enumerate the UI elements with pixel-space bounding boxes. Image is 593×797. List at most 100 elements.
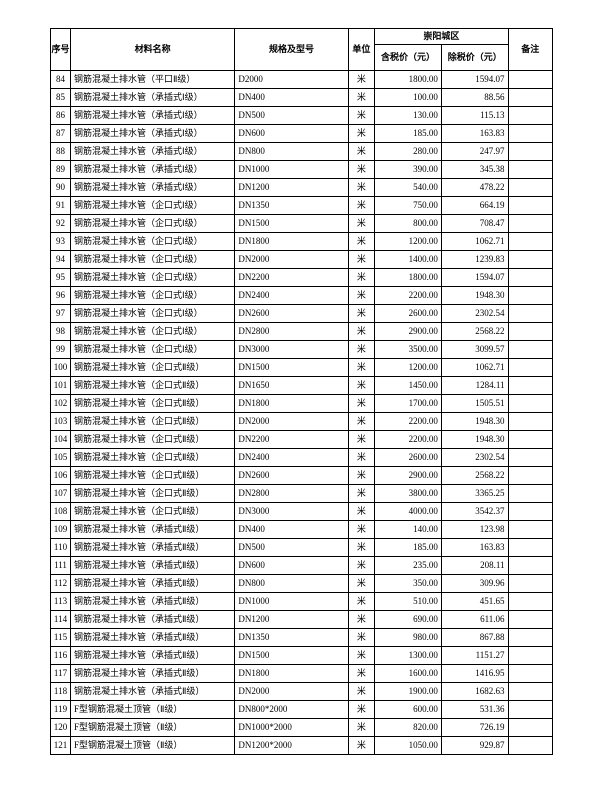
cell-note: [508, 719, 552, 737]
cell-name: 钢筋混凝土排水管（承插式Ⅰ级）: [70, 107, 234, 125]
cell-price-notax: 929.87: [441, 737, 508, 755]
cell-name: 钢筋混凝土排水管（企口式Ⅱ级）: [70, 377, 234, 395]
cell-name: 钢筋混凝土排水管（承插式Ⅰ级）: [70, 179, 234, 197]
cell-name: 钢筋混凝土排水管（承插式Ⅱ级）: [70, 521, 234, 539]
cell-seq: 108: [51, 503, 71, 521]
cell-spec: DN1000: [235, 593, 348, 611]
cell-name: 钢筋混凝土排水管（承插式Ⅱ级）: [70, 683, 234, 701]
cell-seq: 89: [51, 161, 71, 179]
cell-unit: 米: [348, 215, 375, 233]
cell-unit: 米: [348, 359, 375, 377]
cell-seq: 114: [51, 611, 71, 629]
cell-seq: 118: [51, 683, 71, 701]
cell-price-tax: 1200.00: [375, 359, 442, 377]
cell-note: [508, 449, 552, 467]
cell-price-tax: 1800.00: [375, 269, 442, 287]
cell-name: 钢筋混凝土排水管（承插式Ⅱ级）: [70, 629, 234, 647]
cell-seq: 119: [51, 701, 71, 719]
cell-price-notax: 451.65: [441, 593, 508, 611]
cell-note: [508, 341, 552, 359]
cell-spec: DN1000: [235, 161, 348, 179]
cell-seq: 106: [51, 467, 71, 485]
cell-seq: 120: [51, 719, 71, 737]
cell-unit: 米: [348, 647, 375, 665]
cell-unit: 米: [348, 683, 375, 701]
cell-price-notax: 2568.22: [441, 323, 508, 341]
cell-unit: 米: [348, 89, 375, 107]
cell-spec: DN1350: [235, 197, 348, 215]
cell-name: 钢筋混凝土排水管（企口式Ⅰ级）: [70, 287, 234, 305]
cell-seq: 104: [51, 431, 71, 449]
cell-name: 钢筋混凝土排水管（企口式Ⅱ级）: [70, 503, 234, 521]
cell-price-notax: 478.22: [441, 179, 508, 197]
cell-price-notax: 1151.27: [441, 647, 508, 665]
table-row: 85钢筋混凝土排水管（承插式Ⅰ级）DN400米100.0088.56: [51, 89, 553, 107]
table-row: 105钢筋混凝土排水管（企口式Ⅱ级）DN2400米2600.002302.54: [51, 449, 553, 467]
table-row: 96钢筋混凝土排水管（企口式Ⅰ级）DN2400米2200.001948.30: [51, 287, 553, 305]
table-row: 93钢筋混凝土排水管（企口式Ⅰ级）DN1800米1200.001062.71: [51, 233, 553, 251]
cell-note: [508, 503, 552, 521]
cell-price-notax: 247.97: [441, 143, 508, 161]
cell-price-notax: 1948.30: [441, 431, 508, 449]
cell-price-tax: 235.00: [375, 557, 442, 575]
cell-seq: 112: [51, 575, 71, 593]
table-row: 113钢筋混凝土排水管（承插式Ⅱ级）DN1000米510.00451.65: [51, 593, 553, 611]
cell-unit: 米: [348, 341, 375, 359]
cell-price-notax: 1505.51: [441, 395, 508, 413]
cell-seq: 86: [51, 107, 71, 125]
cell-note: [508, 629, 552, 647]
cell-price-tax: 690.00: [375, 611, 442, 629]
cell-note: [508, 143, 552, 161]
cell-note: [508, 323, 552, 341]
cell-price-notax: 726.19: [441, 719, 508, 737]
cell-unit: 米: [348, 305, 375, 323]
cell-name: 钢筋混凝土排水管（企口式Ⅰ级）: [70, 323, 234, 341]
cell-note: [508, 161, 552, 179]
cell-seq: 90: [51, 179, 71, 197]
cell-price-notax: 531.36: [441, 701, 508, 719]
th-unit: 单位: [348, 29, 375, 71]
cell-unit: 米: [348, 485, 375, 503]
cell-price-notax: 1948.30: [441, 413, 508, 431]
cell-name: 钢筋混凝土排水管（承插式Ⅱ级）: [70, 647, 234, 665]
cell-price-notax: 163.83: [441, 539, 508, 557]
cell-unit: 米: [348, 449, 375, 467]
cell-unit: 米: [348, 557, 375, 575]
table-row: 120F型钢筋混凝土顶管（Ⅱ级）DN1000*2000米820.00726.19: [51, 719, 553, 737]
cell-spec: DN1350: [235, 629, 348, 647]
cell-name: 钢筋混凝土排水管（承插式Ⅱ级）: [70, 665, 234, 683]
table-row: 104钢筋混凝土排水管（企口式Ⅱ级）DN2200米2200.001948.30: [51, 431, 553, 449]
cell-unit: 米: [348, 575, 375, 593]
cell-spec: DN500: [235, 539, 348, 557]
cell-unit: 米: [348, 737, 375, 755]
cell-name: 钢筋混凝土排水管（企口式Ⅱ级）: [70, 449, 234, 467]
cell-note: [508, 647, 552, 665]
cell-price-tax: 980.00: [375, 629, 442, 647]
table-row: 87钢筋混凝土排水管（承插式Ⅰ级）DN600米185.00163.83: [51, 125, 553, 143]
cell-name: 钢筋混凝土排水管（企口式Ⅰ级）: [70, 341, 234, 359]
cell-price-notax: 309.96: [441, 575, 508, 593]
cell-price-tax: 185.00: [375, 125, 442, 143]
cell-name: 钢筋混凝土排水管（企口式Ⅰ级）: [70, 269, 234, 287]
cell-spec: DN800: [235, 143, 348, 161]
cell-unit: 米: [348, 431, 375, 449]
cell-spec: DN2600: [235, 467, 348, 485]
cell-note: [508, 431, 552, 449]
table-row: 91钢筋混凝土排水管（企口式Ⅰ级）DN1350米750.00664.19: [51, 197, 553, 215]
table-header: 序号 材料名称 规格及型号 单位 崇阳城区 备注 含税价（元） 除税价（元）: [51, 29, 553, 71]
cell-note: [508, 197, 552, 215]
th-seq: 序号: [51, 29, 71, 71]
cell-price-tax: 1300.00: [375, 647, 442, 665]
cell-price-notax: 1062.71: [441, 233, 508, 251]
table-row: 103钢筋混凝土排水管（企口式Ⅱ级）DN2000米2200.001948.30: [51, 413, 553, 431]
cell-name: 钢筋混凝土排水管（企口式Ⅰ级）: [70, 215, 234, 233]
cell-name: 钢筋混凝土排水管（企口式Ⅱ级）: [70, 359, 234, 377]
cell-price-notax: 88.56: [441, 89, 508, 107]
cell-price-tax: 2200.00: [375, 287, 442, 305]
cell-price-notax: 867.88: [441, 629, 508, 647]
cell-price-tax: 100.00: [375, 89, 442, 107]
cell-name: F型钢筋混凝土顶管（Ⅱ级）: [70, 737, 234, 755]
cell-name: 钢筋混凝土排水管（企口式Ⅱ级）: [70, 485, 234, 503]
cell-note: [508, 287, 552, 305]
cell-price-tax: 540.00: [375, 179, 442, 197]
